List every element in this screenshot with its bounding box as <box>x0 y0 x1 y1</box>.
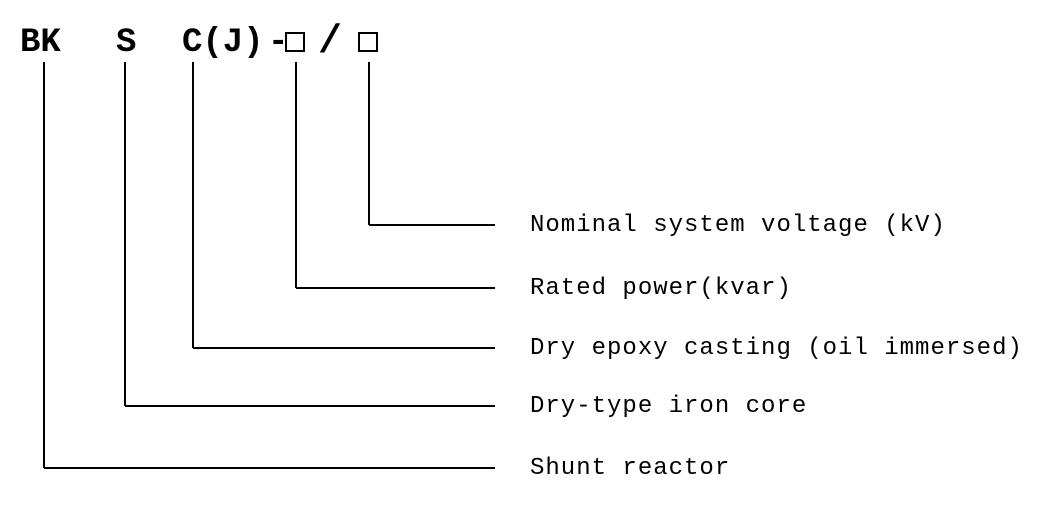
desc-iron-core: Dry-type iron core <box>530 393 807 420</box>
desc-shunt-reactor: Shunt reactor <box>530 455 730 482</box>
desc-rated-power: Rated power(kvar) <box>530 275 792 302</box>
desc-nominal-voltage: Nominal system voltage (kV) <box>530 212 946 239</box>
connector-lines <box>0 0 1060 510</box>
desc-dry-epoxy: Dry epoxy casting (oil immersed) <box>530 335 1023 362</box>
